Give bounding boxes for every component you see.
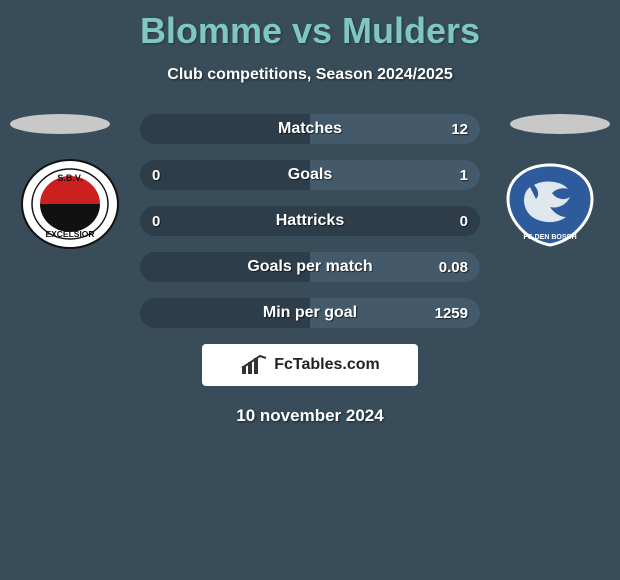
- subtitle: Club competitions, Season 2024/2025: [0, 66, 620, 84]
- comparison-content: S.B.V. EXCELSIOR FC DEN BOSCH Matches 12…: [0, 114, 620, 426]
- excelsior-badge-icon: S.B.V. EXCELSIOR: [20, 159, 120, 249]
- chart-icon: [240, 354, 268, 376]
- stat-value-right: 0.08: [439, 259, 468, 276]
- stat-value-right: 12: [451, 121, 468, 138]
- stat-label: Matches: [278, 120, 342, 138]
- svg-text:EXCELSIOR: EXCELSIOR: [45, 229, 94, 239]
- stats-table: Matches 12 0 Goals 1 0 Hattricks 0 Goals…: [140, 114, 480, 328]
- stat-label: Goals: [288, 166, 332, 184]
- stat-value-right: 1259: [435, 305, 468, 322]
- club-badge-left: S.B.V. EXCELSIOR: [20, 159, 120, 249]
- club-badge-right: FC DEN BOSCH: [500, 159, 600, 249]
- stat-row: Goals per match 0.08: [140, 252, 480, 282]
- stat-value-left: 0: [152, 213, 160, 230]
- brand-box[interactable]: FcTables.com: [202, 344, 418, 386]
- brand-text: FcTables.com: [274, 356, 380, 374]
- den-bosch-badge-icon: FC DEN BOSCH: [500, 159, 600, 249]
- stat-row: 0 Goals 1: [140, 160, 480, 190]
- player-left-avatar: [10, 114, 110, 134]
- stat-row: 0 Hattricks 0: [140, 206, 480, 236]
- stat-value-right: 1: [460, 167, 468, 184]
- svg-text:FC DEN BOSCH: FC DEN BOSCH: [523, 234, 576, 241]
- page-title: Blomme vs Mulders: [0, 0, 620, 52]
- stat-row: Matches 12: [140, 114, 480, 144]
- player-right-avatar: [510, 114, 610, 134]
- stat-label: Hattricks: [276, 212, 344, 230]
- stat-bar-right: [310, 160, 480, 190]
- stat-row: Min per goal 1259: [140, 298, 480, 328]
- stat-value-right: 0: [460, 213, 468, 230]
- svg-text:S.B.V.: S.B.V.: [57, 173, 82, 183]
- stat-label: Goals per match: [247, 258, 372, 276]
- stat-label: Min per goal: [263, 304, 357, 322]
- date-text: 10 november 2024: [0, 406, 620, 426]
- stat-value-left: 0: [152, 167, 160, 184]
